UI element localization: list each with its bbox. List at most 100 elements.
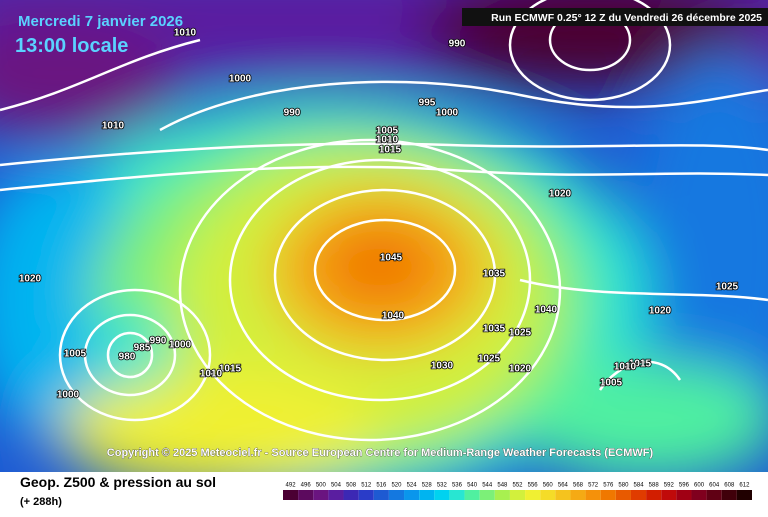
colorbar-label: 504	[331, 483, 342, 489]
isobar-label: 1030	[431, 361, 454, 372]
run-background	[462, 8, 768, 26]
isobar-label: 1020	[19, 274, 42, 285]
colorbar-swatch	[630, 490, 647, 500]
colorbar-swatch	[509, 490, 526, 500]
colorbar-label: 588	[649, 483, 660, 489]
run-label: Run ECMWF 0.25° 12 Z du Vendredi 26 déce…	[491, 12, 762, 24]
colorbar-swatch	[419, 490, 435, 500]
colorbar-label: 596	[679, 483, 690, 489]
colorbar-swatch	[555, 490, 571, 500]
isobar-label: 985	[134, 343, 151, 354]
isobar-label: 990	[284, 108, 301, 119]
colorbar-label: 604	[709, 483, 720, 489]
isobar-label: 1040	[535, 305, 558, 316]
isobar-label: 1015	[629, 359, 652, 370]
colorbar-label: 520	[391, 483, 402, 489]
colorbar-swatch	[646, 490, 662, 500]
colorbar-swatch	[388, 490, 405, 500]
isobar-label: 1000	[436, 108, 459, 119]
colorbar-swatch	[298, 490, 314, 500]
isobar-label: 1010	[614, 362, 637, 373]
colorbar-label: 508	[346, 483, 357, 489]
isobar-label: 995	[419, 98, 436, 109]
colorbar-swatch	[343, 490, 359, 500]
colorbar-swatch	[494, 490, 510, 500]
colorbar-swatch	[283, 490, 299, 500]
colorbar-swatch	[373, 490, 389, 500]
colorbar-swatch	[706, 490, 722, 500]
footer-lead: (+ 288h)	[20, 496, 62, 508]
colorbar-label: 560	[543, 483, 554, 489]
isobars	[0, 0, 768, 442]
isobar-label: 1045	[380, 253, 403, 264]
isobar-label: 1000	[57, 390, 80, 401]
colorbar-label: 580	[618, 483, 629, 489]
colorbar-swatch	[661, 490, 677, 500]
colorbar-swatch	[540, 490, 556, 500]
time-label: 13:00 locale	[15, 35, 128, 57]
colorbar-label: 496	[301, 483, 312, 489]
colorbar: 492 496 500 504 508 512 516 520 524 528 532 536 540 5…	[283, 483, 752, 500]
colorbar-label: 516	[376, 483, 387, 489]
footer-title: Geop. Z500 & pression au sol	[20, 474, 216, 490]
colorbar-label: 584	[634, 483, 645, 489]
isobar-label: 980	[119, 352, 136, 363]
colorbar-swatch	[585, 490, 601, 500]
isobar-label: 1015	[379, 145, 402, 156]
isobar-label: 1010	[200, 369, 223, 380]
colorbar-swatch	[600, 490, 616, 500]
colorbar-swatch	[404, 490, 420, 500]
isobar-label: 1010	[102, 121, 125, 132]
colorbar-label: 552	[512, 483, 523, 489]
colorbar-swatch	[464, 490, 480, 500]
date-label: Mercredi 7 janvier 2026	[18, 13, 183, 30]
colorbar-swatch	[449, 490, 465, 500]
isobar-label: 1020	[509, 364, 532, 375]
colorbar-swatch	[313, 490, 329, 500]
isobar-label: 1005	[376, 126, 399, 137]
colorbar-label: 600	[694, 483, 705, 489]
colorbar-label: 612	[739, 483, 750, 489]
colorbar-label: 544	[482, 483, 493, 489]
isobar-label: 1035	[483, 269, 506, 280]
colorbar-label: 576	[603, 483, 614, 489]
isobar-label: 1015	[219, 364, 242, 375]
isobar-label: 1025	[478, 354, 501, 365]
isobar-label: 1020	[649, 306, 672, 317]
colorbar-swatch	[479, 490, 495, 500]
colorbar-label: 592	[664, 483, 675, 489]
isobar-label: 990	[449, 39, 466, 50]
isobar-label: 1025	[509, 328, 532, 339]
isobar-label: 1005	[64, 349, 87, 360]
colorbar-label: 524	[407, 483, 418, 489]
isobar-label: 1035	[483, 324, 506, 335]
isobar-label: 1010	[174, 28, 197, 39]
colorbar-swatch	[570, 490, 586, 500]
colorbar-swatch	[721, 490, 737, 500]
isobar-label: 1000	[229, 74, 252, 85]
colorbar-swatch	[736, 490, 752, 500]
colorbar-label: 512	[361, 483, 372, 489]
colorbar-swatch	[328, 490, 344, 500]
colorbar-swatch	[615, 490, 631, 500]
isobar-label: 1025	[716, 282, 739, 293]
isobar-label: 1020	[549, 189, 572, 200]
colorbar-label: 548	[497, 483, 508, 489]
colorbar-swatch	[434, 490, 450, 500]
colorbar-swatch	[525, 490, 541, 500]
isobar-label: 1005	[600, 378, 623, 389]
colorbar-label: 500	[316, 483, 327, 489]
colorbar-swatch	[691, 490, 707, 500]
isobar-label: 990	[150, 336, 167, 347]
colorbar-label: 568	[573, 483, 584, 489]
map: Mercredi 7 janvier 2026 13:00 locale Run…	[0, 0, 768, 472]
colorbar-label: 540	[467, 483, 478, 489]
colorbar-label: 492	[286, 483, 297, 489]
colorbar-swatch	[676, 490, 692, 500]
colorbar-label: 532	[437, 483, 448, 489]
copyright: Copyright © 2025 Meteociel.fr - Source E…	[107, 447, 654, 459]
colorbar-label: 556	[528, 483, 539, 489]
colorbar-label: 608	[724, 483, 735, 489]
